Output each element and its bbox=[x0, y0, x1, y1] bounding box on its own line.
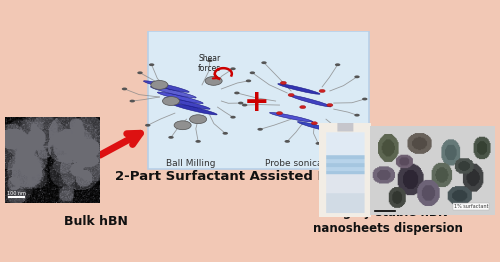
Text: 100 nm: 100 nm bbox=[7, 191, 26, 196]
Ellipse shape bbox=[144, 81, 189, 92]
Circle shape bbox=[230, 116, 235, 119]
Circle shape bbox=[354, 114, 360, 117]
Text: Ball Milling: Ball Milling bbox=[166, 159, 215, 168]
Circle shape bbox=[230, 67, 235, 70]
Circle shape bbox=[190, 115, 206, 124]
Ellipse shape bbox=[298, 122, 339, 133]
Circle shape bbox=[284, 140, 290, 143]
Circle shape bbox=[300, 106, 306, 109]
Circle shape bbox=[362, 98, 368, 100]
Circle shape bbox=[250, 71, 255, 74]
Ellipse shape bbox=[158, 92, 203, 103]
Circle shape bbox=[151, 80, 168, 89]
Circle shape bbox=[288, 93, 294, 97]
Text: 2-Part Surfactant Assisted Exfoliation: 2-Part Surfactant Assisted Exfoliation bbox=[115, 170, 398, 183]
Circle shape bbox=[316, 142, 321, 145]
Circle shape bbox=[222, 132, 228, 135]
Circle shape bbox=[354, 75, 360, 78]
Circle shape bbox=[280, 81, 286, 85]
Text: Shear
forces: Shear forces bbox=[198, 54, 222, 73]
Circle shape bbox=[168, 136, 173, 139]
Ellipse shape bbox=[278, 84, 320, 94]
Text: Bulk hBN: Bulk hBN bbox=[64, 215, 128, 228]
Ellipse shape bbox=[270, 112, 312, 122]
FancyBboxPatch shape bbox=[148, 31, 368, 169]
Circle shape bbox=[327, 103, 333, 107]
Circle shape bbox=[342, 132, 348, 135]
Circle shape bbox=[319, 89, 325, 92]
Circle shape bbox=[205, 77, 222, 85]
Circle shape bbox=[234, 91, 239, 94]
Circle shape bbox=[149, 63, 154, 66]
Ellipse shape bbox=[290, 95, 331, 107]
Circle shape bbox=[196, 140, 201, 143]
Circle shape bbox=[335, 63, 340, 66]
Circle shape bbox=[276, 112, 282, 115]
Circle shape bbox=[145, 124, 150, 127]
Circle shape bbox=[174, 121, 191, 130]
Circle shape bbox=[122, 88, 127, 90]
Text: 1% surfactant: 1% surfactant bbox=[454, 204, 488, 209]
Ellipse shape bbox=[150, 86, 196, 98]
Ellipse shape bbox=[164, 98, 210, 109]
Circle shape bbox=[258, 128, 263, 131]
Circle shape bbox=[312, 122, 318, 125]
Circle shape bbox=[130, 100, 135, 102]
Text: +: + bbox=[244, 88, 269, 117]
Circle shape bbox=[246, 79, 251, 82]
Text: Probe sonication: Probe sonication bbox=[265, 159, 340, 168]
Circle shape bbox=[207, 59, 212, 62]
Ellipse shape bbox=[172, 103, 217, 115]
Circle shape bbox=[242, 104, 248, 106]
Circle shape bbox=[162, 97, 180, 106]
Circle shape bbox=[238, 102, 244, 105]
Circle shape bbox=[138, 71, 142, 74]
Circle shape bbox=[262, 61, 266, 64]
Text: Highly stable hBN
nanosheets dispersion: Highly stable hBN nanosheets dispersion bbox=[313, 206, 463, 234]
